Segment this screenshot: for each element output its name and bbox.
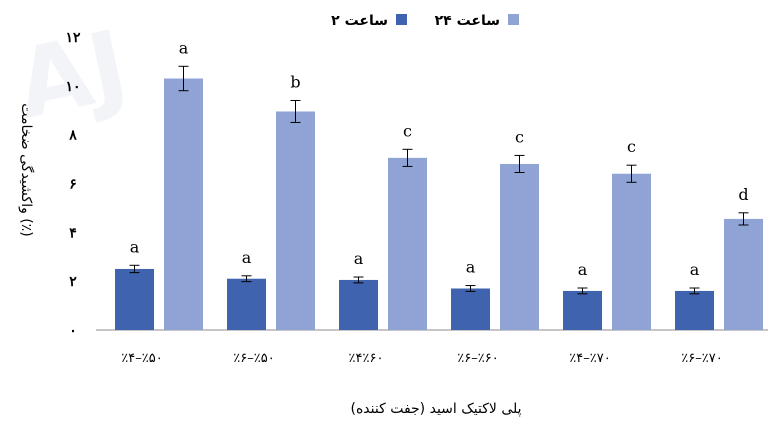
x-axis-title: پلی لاکتیک اسید (جفت کننده) bbox=[350, 401, 521, 417]
bar bbox=[227, 278, 266, 330]
significance-label: c bbox=[627, 137, 636, 156]
significance-label: a bbox=[242, 248, 252, 267]
bar bbox=[500, 163, 539, 330]
legend-swatch bbox=[508, 14, 519, 25]
x-axis-ticks: ٪۴–٪۵۰ ٪۶–٪۵۰ ٪۴٪۶۰ ٪۶–٪۶۰ ٪۴–٪۷۰ ٪۶–٪۷۰ bbox=[121, 351, 722, 366]
x-tick-label: ٪۶–٪۷۰ bbox=[681, 351, 722, 366]
x-tick-label: ٪۶–٪۵۰ bbox=[233, 351, 274, 366]
y-tick-label: ۱۰ bbox=[65, 79, 80, 95]
significance-label: a bbox=[130, 237, 140, 256]
legend-label: ۲۴ ساعت bbox=[435, 13, 500, 29]
significance-label: a bbox=[354, 249, 364, 268]
y-tick-label: ۲ bbox=[69, 274, 77, 290]
significance-label: a bbox=[578, 260, 588, 279]
significance-label: b bbox=[290, 72, 300, 91]
bar bbox=[724, 218, 763, 330]
legend: ۲ ساعت ۲۴ ساعت bbox=[331, 13, 519, 29]
bar bbox=[276, 111, 315, 331]
significance-label: a bbox=[179, 38, 189, 57]
x-tick-label: ٪۴–٪۷۰ bbox=[569, 351, 610, 366]
bars: a a a a a a a b c c c d bbox=[115, 38, 763, 331]
bar bbox=[675, 290, 714, 330]
watermark: AJ bbox=[7, 10, 136, 140]
significance-label: c bbox=[403, 121, 412, 140]
x-tick-label: ٪۶–٪۶۰ bbox=[457, 351, 498, 366]
significance-label: d bbox=[738, 185, 748, 204]
bar bbox=[115, 268, 154, 330]
significance-label: a bbox=[466, 258, 476, 277]
x-tick-label: ٪۴٪۶۰ bbox=[349, 351, 384, 366]
x-tick-label: ٪۴–٪۵۰ bbox=[121, 351, 162, 366]
y-tick-label: ۱۲ bbox=[65, 30, 81, 46]
bar bbox=[339, 279, 378, 330]
y-tick-label: ۰ bbox=[69, 323, 77, 339]
y-tick-label: ۸ bbox=[68, 128, 77, 144]
y-axis-title: واکشیدگی ضخامت (٪) bbox=[18, 103, 35, 237]
bar bbox=[451, 288, 490, 330]
legend-label: ۲ ساعت bbox=[331, 13, 388, 29]
bar bbox=[388, 157, 427, 330]
bar bbox=[612, 173, 651, 330]
significance-label: c bbox=[515, 127, 524, 146]
legend-swatch bbox=[396, 14, 407, 25]
y-axis-ticks: ۰ ۲ ۴ ۶ ۸ ۱۰ ۱۲ bbox=[65, 30, 81, 339]
bar bbox=[164, 78, 203, 330]
y-tick-label: ۴ bbox=[69, 225, 77, 241]
y-tick-label: ۶ bbox=[69, 177, 77, 193]
bar bbox=[563, 290, 602, 330]
significance-label: a bbox=[690, 260, 700, 279]
